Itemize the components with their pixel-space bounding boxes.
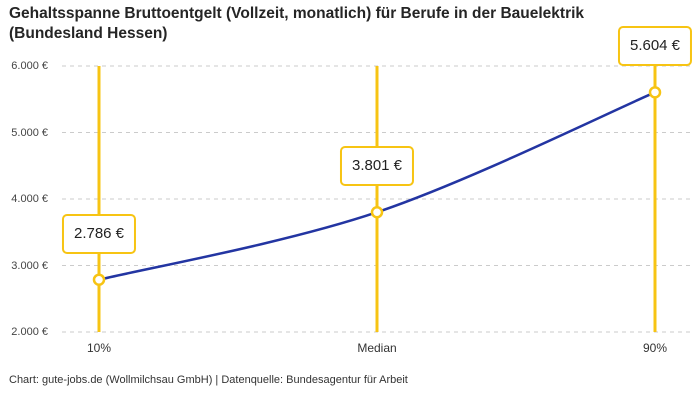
x-axis-tick-median: Median — [357, 341, 397, 355]
y-axis-tick: 5.000 € — [11, 126, 48, 139]
attribution-footer: Chart: gute-jobs.de (Wollmilchsau GmbH) … — [9, 374, 408, 386]
y-axis-tick: 4.000 € — [11, 193, 48, 205]
chart-title: Gehaltsspanne Bruttoentgelt (Vollzeit, m… — [9, 5, 585, 42]
value-callout-90-percent: 5.604 € — [617, 26, 693, 67]
y-axis-tick: 3.000 € — [11, 259, 48, 272]
data-point-marker — [648, 86, 662, 99]
data-point-marker — [370, 205, 384, 219]
value-callout-median: 3.801 € — [339, 146, 415, 187]
y-axis-tick: 6.000 € — [11, 60, 48, 72]
data-point-marker — [92, 273, 106, 286]
x-axis-tick-10-percent: 10% — [86, 341, 112, 355]
value-callout-10-percent: 2.786 € — [61, 213, 137, 254]
y-axis-tick: 2.000 € — [11, 326, 48, 338]
x-axis-tick-90-percent: 90% — [642, 341, 668, 355]
